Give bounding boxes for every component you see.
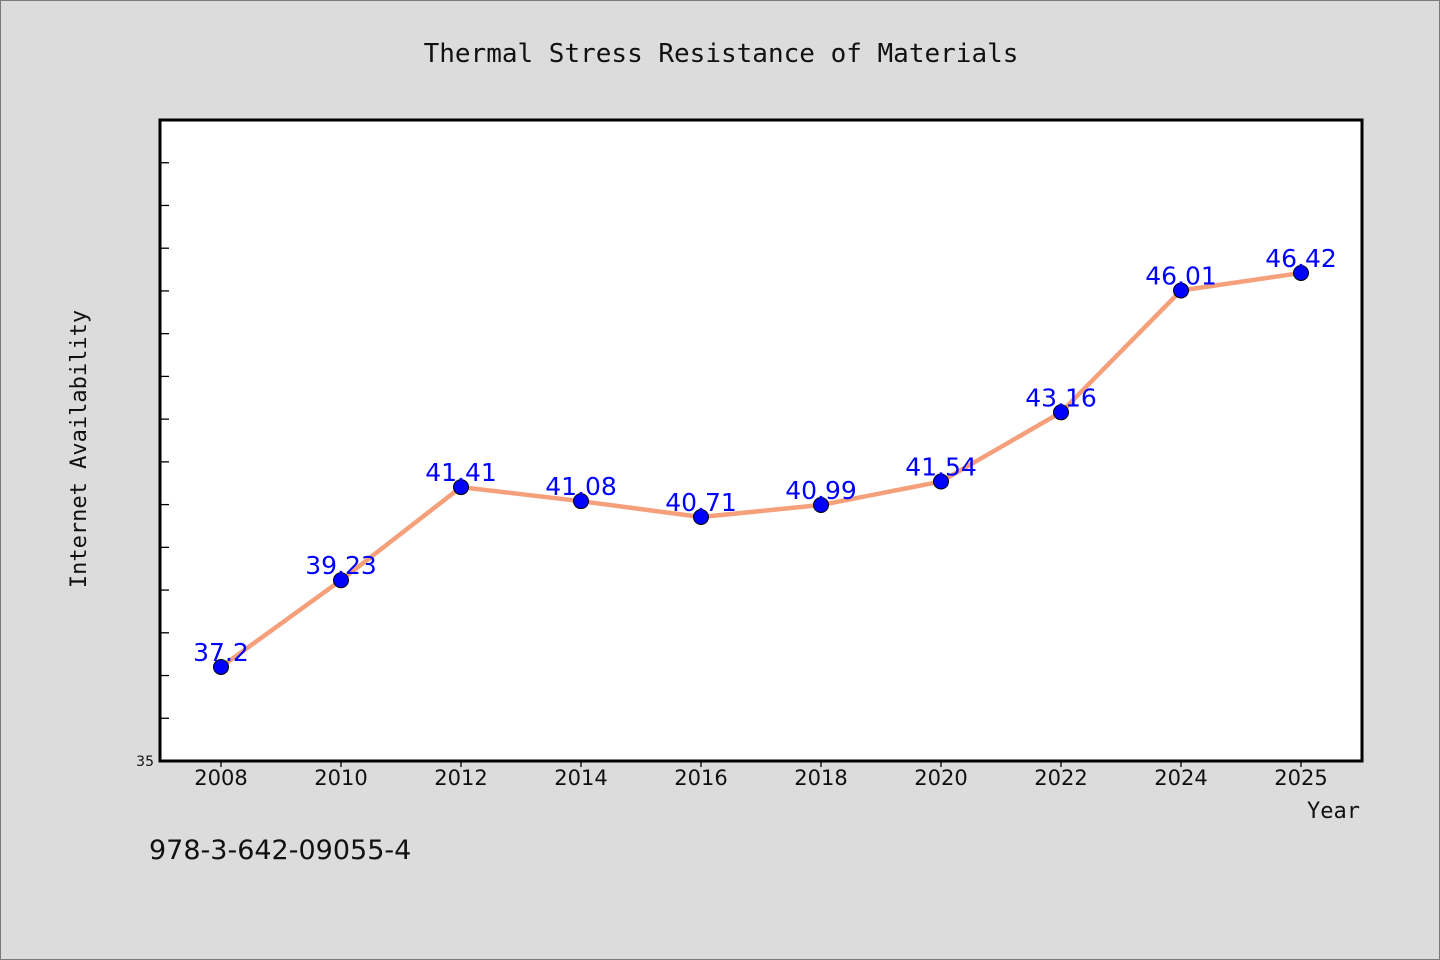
x-tick-label-2020: 2020: [914, 766, 967, 790]
x-tick-label-2012: 2012: [434, 766, 487, 790]
data-label-2024: 46.01: [1145, 262, 1217, 291]
data-label-2022: 43.16: [1025, 383, 1097, 412]
data-label-2012: 41.41: [425, 458, 497, 487]
x-tick-label-2008: 2008: [194, 766, 247, 790]
x-tick-label-2022: 2022: [1034, 766, 1087, 790]
y-axis-label: Internet Availability: [67, 310, 92, 588]
isbn-footnote: 978-3-642-09055-4: [149, 835, 412, 866]
data-point-2016: [693, 508, 709, 525]
data-point-2025: [1293, 264, 1309, 281]
data-label-2010: 39.23: [305, 551, 377, 580]
x-tick-label-2016: 2016: [674, 766, 727, 790]
data-label-2020: 41.54: [905, 453, 977, 482]
x-axis: 2008 2010 2012 2014 2016 2018 2020 2022 2024 2025: [194, 761, 1328, 790]
data-point-2018: [813, 497, 829, 514]
data-point-2010: [333, 572, 349, 589]
data-label-2018: 40.99: [785, 476, 857, 505]
x-tick-label-2010: 2010: [314, 766, 367, 790]
x-tick-label-2024: 2024: [1154, 766, 1207, 790]
data-point-2008: [213, 658, 229, 675]
series-line: [218, 270, 1304, 670]
data-point-2024: [1173, 282, 1189, 299]
data-point-2022: [1053, 404, 1069, 421]
data-point-2014: [573, 493, 589, 510]
y-axis: 35: [136, 119, 169, 770]
data-point-2012: [453, 479, 469, 496]
data-label-2016: 40.71: [665, 488, 737, 517]
y-tick-label: 35: [136, 754, 154, 770]
data-label-2014: 41.08: [545, 472, 617, 501]
plot-area: [158, 118, 1364, 763]
data-label-2025: 46.42: [1265, 244, 1337, 273]
x-tick-label-2018: 2018: [794, 766, 847, 790]
x-axis-label: Year: [1307, 799, 1360, 824]
x-tick-label-2025: 2025: [1274, 766, 1327, 790]
data-point-2020: [933, 473, 949, 490]
data-label-2008: 37.2: [193, 638, 249, 667]
x-tick-label-2014: 2014: [554, 766, 607, 790]
chart-title: Thermal Stress Resistance of Materials: [424, 39, 1019, 69]
data-label-layer: 37.2 39.23 41.41 41.08 40.71 40.99 41.54 43.16 4…: [193, 244, 1337, 667]
series-layer: [213, 264, 1309, 675]
